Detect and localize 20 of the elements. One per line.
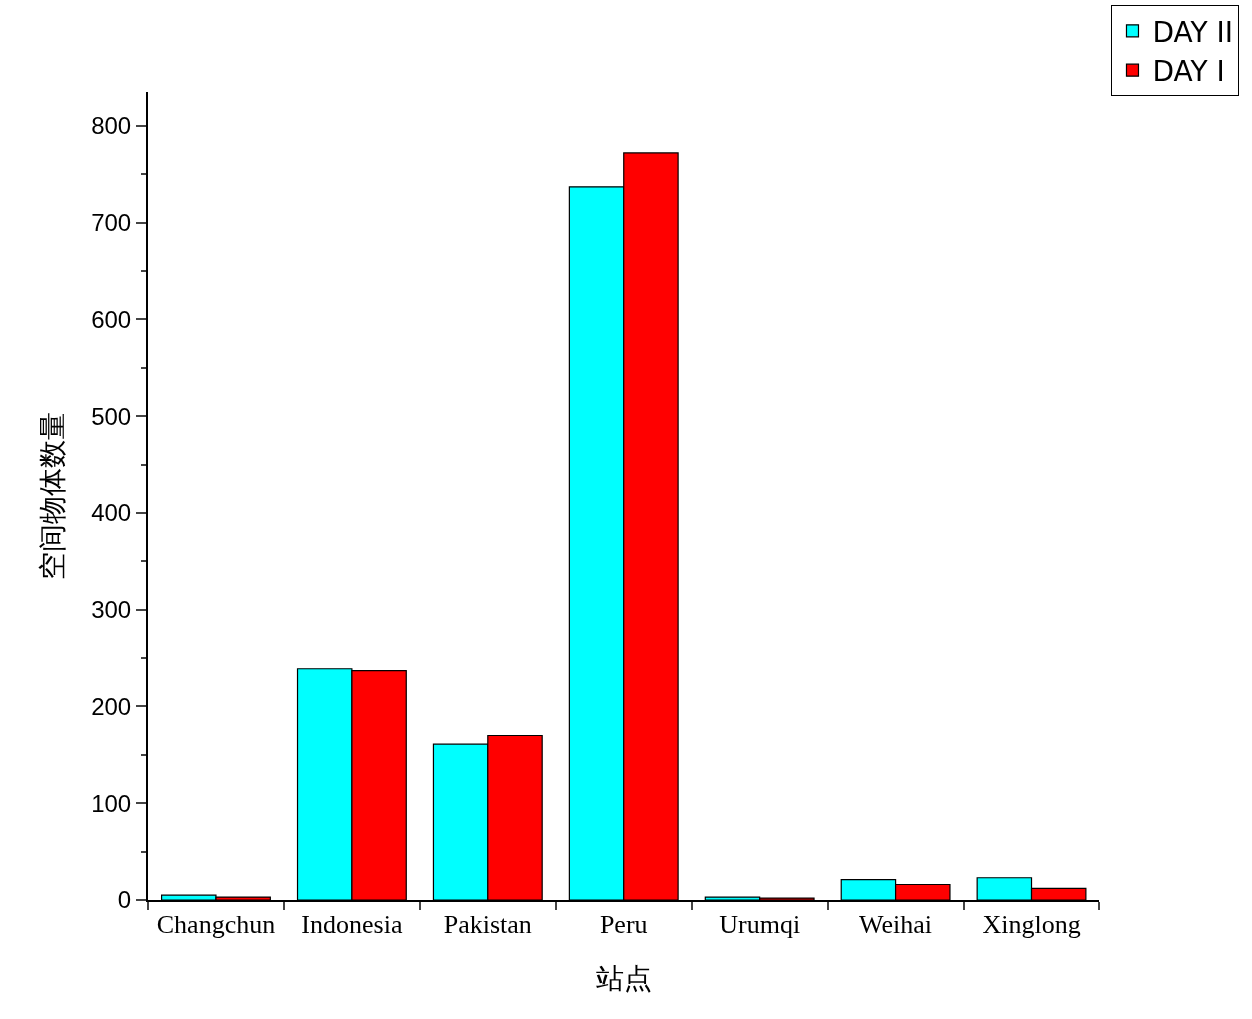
x-tick-label: Weihai — [859, 910, 933, 940]
y-tick-label: 300 — [91, 596, 132, 624]
x-tick-label: Urumqi — [719, 910, 801, 940]
x-tick-label: Peru — [599, 910, 648, 940]
y-tick-label: 200 — [91, 692, 132, 720]
x-tick-label: Xinglong — [982, 910, 1081, 940]
legend-label: DAY I — [1152, 55, 1225, 89]
legend-label: DAY II — [1152, 15, 1234, 49]
x-tick-label: Indonesia — [301, 910, 403, 940]
y-tick-label: 400 — [91, 499, 132, 527]
x-tick-label: Changchun — [156, 910, 276, 940]
y-tick-label: 600 — [91, 305, 132, 333]
y-tick-label: 500 — [91, 402, 132, 430]
y-tick-label: 800 — [91, 112, 132, 140]
y-tick-label: 0 — [117, 886, 132, 914]
y-axis-title: 空间物体数量 — [36, 412, 70, 580]
y-tick-label: 700 — [91, 209, 132, 237]
x-tick-label: Pakistan — [443, 910, 532, 940]
y-tick-label: 100 — [91, 789, 132, 817]
x-axis-title: 站点 — [595, 961, 652, 995]
